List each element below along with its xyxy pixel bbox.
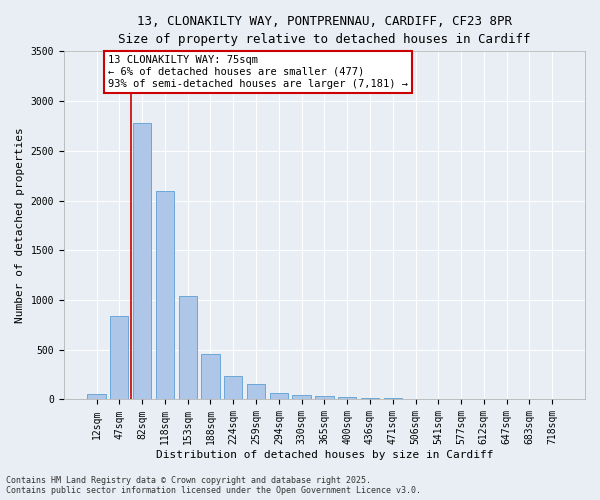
Bar — [202, 354, 220, 400]
Bar — [179, 296, 197, 400]
Bar — [133, 123, 151, 400]
Text: Contains HM Land Registry data © Crown copyright and database right 2025.
Contai: Contains HM Land Registry data © Crown c… — [6, 476, 421, 495]
Bar — [383, 398, 402, 400]
Bar — [270, 392, 288, 400]
Bar — [110, 316, 128, 400]
Bar — [156, 190, 174, 400]
Y-axis label: Number of detached properties: Number of detached properties — [15, 128, 25, 324]
Bar — [88, 394, 106, 400]
Bar — [361, 398, 379, 400]
Title: 13, CLONAKILTY WAY, PONTPRENNAU, CARDIFF, CF23 8PR
Size of property relative to : 13, CLONAKILTY WAY, PONTPRENNAU, CARDIFF… — [118, 15, 530, 46]
Text: 13 CLONAKILTY WAY: 75sqm
← 6% of detached houses are smaller (477)
93% of semi-d: 13 CLONAKILTY WAY: 75sqm ← 6% of detache… — [108, 56, 408, 88]
Bar — [315, 396, 334, 400]
X-axis label: Distribution of detached houses by size in Cardiff: Distribution of detached houses by size … — [155, 450, 493, 460]
Bar — [292, 396, 311, 400]
Bar — [338, 398, 356, 400]
Bar — [247, 384, 265, 400]
Bar — [224, 376, 242, 400]
